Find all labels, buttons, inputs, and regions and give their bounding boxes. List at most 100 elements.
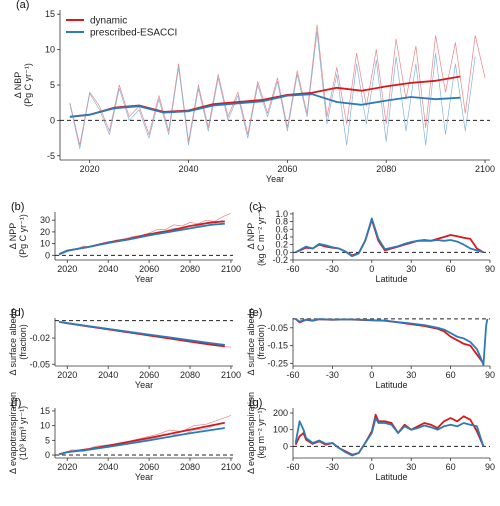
panel-e: -60 -30 0 30 60 90 -0.25 -0.15 -0.05 Latitude Δ su… xyxy=(246,307,495,390)
y-axis-label: Δ NBP(Pg C yr⁻¹) xyxy=(13,63,33,107)
x-tick-label: 60 xyxy=(446,370,456,380)
y-axis-label-line2: (fraction) xyxy=(256,324,266,360)
dynamic-series-line xyxy=(295,318,483,363)
y-tick-label: -0.2 xyxy=(272,255,288,265)
y-tick-label: 0.4 xyxy=(275,232,288,242)
x-tick-label: 2060 xyxy=(139,462,159,472)
y-axis-label-line2: (Pg C yr⁻¹) xyxy=(18,214,28,258)
y-axis-label-line1: Δ NPP xyxy=(246,223,256,250)
dynamic-series-line xyxy=(294,413,485,456)
y-tick-label: 10 xyxy=(40,421,50,431)
x-tick-label: 30 xyxy=(406,370,416,380)
y-tick-label: 15 xyxy=(40,406,50,416)
y-axis-label-line1: Δ NPP xyxy=(8,223,18,250)
y-tick-label: 0 xyxy=(45,450,50,460)
y-tick-label: 0.8 xyxy=(275,217,288,227)
x-tick-label: 2060 xyxy=(277,164,297,174)
panel-label: (e) xyxy=(249,307,262,319)
x-tick-label: 90 xyxy=(485,462,495,472)
x-tick-label: 2020 xyxy=(57,462,77,472)
panel-c: -60 -30 0 30 60 90 -0.20.00.20.40.60.81.0 Latit… xyxy=(246,201,495,284)
x-axis-label: Year xyxy=(135,472,153,482)
y-tick-label: 200 xyxy=(273,408,288,418)
y-tick-label: -0.02 xyxy=(29,333,50,343)
x-tick-label: 2080 xyxy=(180,462,200,472)
y-tick-label: 0.0 xyxy=(275,247,288,257)
panel-label: (c) xyxy=(249,201,262,213)
y-tick-label: 0.6 xyxy=(275,224,288,234)
panel-f: 2020 2040 2060 2080 2100 0 5 10 15 Year Δ evapotra… xyxy=(8,392,241,482)
panel-a: 2020 2040 2060 2080 2100 -5 0 5 10 15 Year Δ NBP(Pg… xyxy=(13,0,495,184)
x-tick-label: 30 xyxy=(406,264,416,274)
panel-g: -60 -30 0 30 60 90 0 100 200 Latitude Δ evapotrans… xyxy=(246,392,495,482)
y-axis-label-line1: Δ evapotranspiration xyxy=(246,392,256,474)
y-axis-label-line1: Δ surface albedo xyxy=(8,308,18,375)
x-tick-label: -30 xyxy=(326,264,339,274)
y-axis-label-line2: (fraction) xyxy=(18,324,28,360)
dynamic-series-raw xyxy=(69,24,486,146)
prescribed-series-raw xyxy=(69,31,476,150)
prescribed-series-smooth xyxy=(58,321,225,346)
y-axis-label-line2: (kg m⁻² yr⁻¹) xyxy=(256,408,266,459)
y-tick-label: 20 xyxy=(40,227,50,237)
x-tick-label: 2100 xyxy=(221,462,241,472)
x-axis-label: Year xyxy=(135,380,153,390)
x-axis-label: Latitude xyxy=(375,274,407,284)
y-tick-label: 1.0 xyxy=(275,209,288,219)
y-axis-label-line2: (kg C m⁻² yr⁻¹) xyxy=(256,206,266,266)
x-tick-label: 2040 xyxy=(178,164,198,174)
y-axis-label: Δ surface albedo(fraction) xyxy=(8,308,28,375)
y-axis-label: Δ evapotranspiration(10³ km³ yr⁻¹) xyxy=(8,392,28,474)
y-axis-label-line1: Δ surface albedo xyxy=(246,308,256,375)
x-tick-label: 90 xyxy=(485,370,495,380)
x-tick-label: 2040 xyxy=(98,370,118,380)
x-tick-label: 2020 xyxy=(57,370,77,380)
panel-label: (d) xyxy=(11,307,24,319)
y-tick-label: 30 xyxy=(40,215,50,225)
x-tick-label: 2080 xyxy=(180,370,200,380)
prescribed-series-line xyxy=(295,318,489,367)
x-tick-label: 60 xyxy=(446,264,456,274)
y-axis-label-line2: (10³ km³ yr⁻¹) xyxy=(18,406,28,460)
x-axis-label: Year xyxy=(135,274,153,284)
x-tick-label: 2060 xyxy=(139,264,159,274)
y-axis-label: Δ NPP(kg C m⁻² yr⁻¹) xyxy=(246,206,266,266)
y-tick-label: 0 xyxy=(45,250,50,260)
prescribed-series-smooth xyxy=(69,93,461,118)
y-axis-label: Δ evapotranspiration(kg m⁻² yr⁻¹) xyxy=(246,392,266,474)
y-tick-label: 10 xyxy=(45,45,55,55)
y-tick-label: 100 xyxy=(273,425,288,435)
x-tick-label: 2040 xyxy=(98,264,118,274)
x-tick-label: 0 xyxy=(369,462,374,472)
x-tick-label: 2100 xyxy=(475,164,495,174)
panel-b: 2020 2040 2060 2080 2100 010 20 30 Year Δ NPP(Pg … xyxy=(8,201,241,284)
y-axis-label: Δ surface albedo(fraction) xyxy=(246,308,266,375)
x-tick-label: 0 xyxy=(369,264,374,274)
x-tick-label: 2100 xyxy=(221,264,241,274)
x-tick-label: -30 xyxy=(326,370,339,380)
x-axis-label: Latitude xyxy=(375,472,407,482)
legend-label-prescribed: prescribed-ESACCI xyxy=(90,28,177,39)
panel-label: (a) xyxy=(16,0,29,11)
y-tick-label: -0.15 xyxy=(267,341,288,351)
x-tick-label: 2080 xyxy=(180,264,200,274)
panel-label: (g) xyxy=(249,397,262,409)
panel-label: (b) xyxy=(11,201,24,213)
x-tick-label: 2100 xyxy=(221,370,241,380)
y-tick-label: 5 xyxy=(50,80,55,90)
x-tick-label: 2060 xyxy=(139,370,159,380)
x-tick-label: 2020 xyxy=(80,164,100,174)
x-tick-label: -30 xyxy=(326,462,339,472)
y-tick-label: -0.05 xyxy=(29,359,50,369)
x-tick-label: 2020 xyxy=(57,264,77,274)
y-tick-label: 0.2 xyxy=(275,240,288,250)
x-tick-label: -60 xyxy=(286,264,299,274)
prescribed-series-smooth xyxy=(58,427,225,456)
y-axis-label-line1: Δ NBP xyxy=(13,72,23,99)
prescribed-series-line xyxy=(295,217,484,258)
prescribed-series-line xyxy=(294,417,485,457)
legend-label-dynamic: dynamic xyxy=(90,16,127,27)
y-tick-label: -0.05 xyxy=(267,323,288,333)
y-tick-label: -0.25 xyxy=(267,358,288,368)
x-tick-label: -60 xyxy=(286,462,299,472)
